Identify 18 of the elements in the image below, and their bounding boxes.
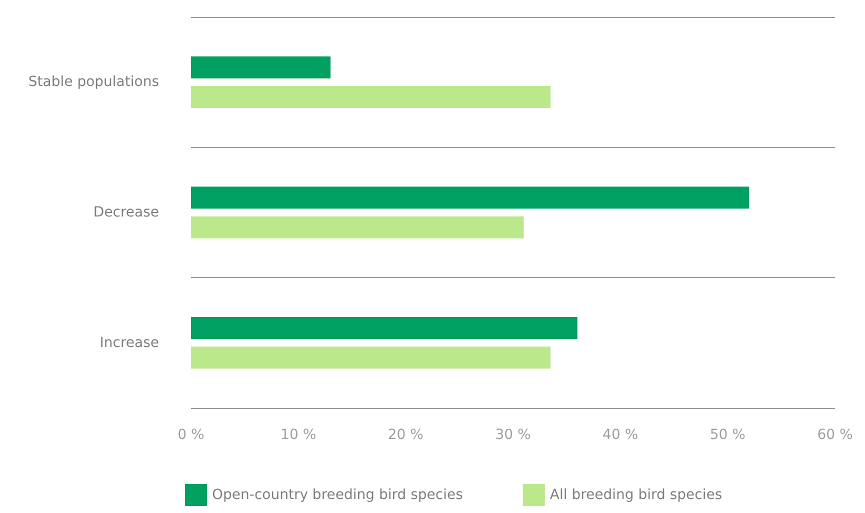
x-tick-label: 60 % [817, 427, 853, 443]
x-tick-label: 20 % [388, 427, 424, 443]
legend-label: Open-country breeding bird species [212, 487, 463, 503]
bar [191, 316, 578, 339]
legend-label: All breeding bird species [550, 487, 722, 503]
bar [191, 186, 750, 209]
x-tick-label: 40 % [602, 427, 638, 443]
bar [191, 216, 524, 238]
x-tick-label: 10 % [280, 427, 316, 443]
bar [191, 86, 551, 108]
x-tick-label: 0 % [178, 427, 204, 443]
y-tick-label: Decrease [93, 204, 159, 220]
bar [191, 56, 331, 78]
x-tick-label: 50 % [710, 427, 746, 443]
x-tick-label: 30 % [495, 427, 531, 443]
y-tick-label: Stable populations [28, 74, 159, 90]
y-tick-label: Increase [100, 334, 159, 351]
bar [191, 346, 551, 369]
